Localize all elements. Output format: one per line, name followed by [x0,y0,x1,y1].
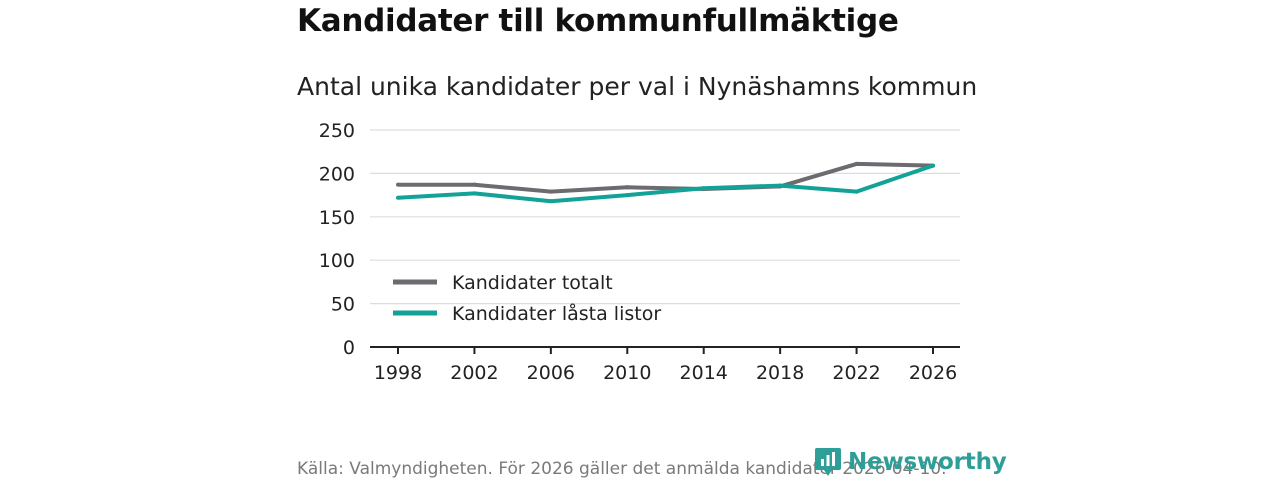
data-point [625,185,630,190]
series-line-locked-lists [397,163,934,204]
x-tick-label: 2026 [909,362,957,384]
data-point [396,195,400,200]
data-point [854,189,859,194]
y-tick-label: 0 [343,337,355,359]
x-tick-label: 2018 [756,362,804,384]
data-point [472,191,477,196]
data-point [625,193,630,198]
legend: Kandidater totalt Kandidater låsta listor [393,272,661,325]
x-tick-label: 2022 [832,362,880,384]
data-point [548,189,553,194]
x-tick-label: 1998 [374,362,422,384]
source-note: Källa: Valmyndigheten. För 2026 gäller d… [297,459,947,479]
legend-label: Kandidater totalt [452,272,613,294]
y-tick-label: 50 [331,294,355,316]
x-axis: 1998 2002 2006 2010 2014 2018 2022 2026 [370,346,960,384]
data-point [472,182,477,187]
newsworthy-logo-icon [815,448,841,476]
newsworthy-logo-text: Newsworthy [848,449,1007,475]
newsworthy-logo: Newsworthy [814,446,1007,478]
y-tick-label: 250 [319,120,355,142]
y-tick-label: 150 [319,207,355,229]
x-tick-label: 2006 [527,362,575,384]
gridlines [370,129,960,305]
data-point [931,163,935,168]
legend-label: Kandidater låsta listor [452,302,661,325]
series-lines [396,161,935,204]
data-point [548,199,553,204]
chart-subtitle: Antal unika kandidater per val i Nynäsha… [297,72,978,101]
y-axis-ticks: 0 50 100 150 200 250 [319,120,355,359]
data-point [778,183,783,188]
x-tick-label: 2014 [680,362,728,384]
data-point [701,186,706,191]
x-tick-label: 2010 [603,362,651,384]
y-tick-label: 100 [319,250,355,272]
chart-title: Kandidater till kommunfullmäktige [297,3,899,39]
y-tick-label: 200 [319,163,355,185]
x-tick-label: 2002 [450,362,498,384]
data-point [396,182,400,187]
series-line-total [398,161,934,194]
data-point [854,161,859,166]
